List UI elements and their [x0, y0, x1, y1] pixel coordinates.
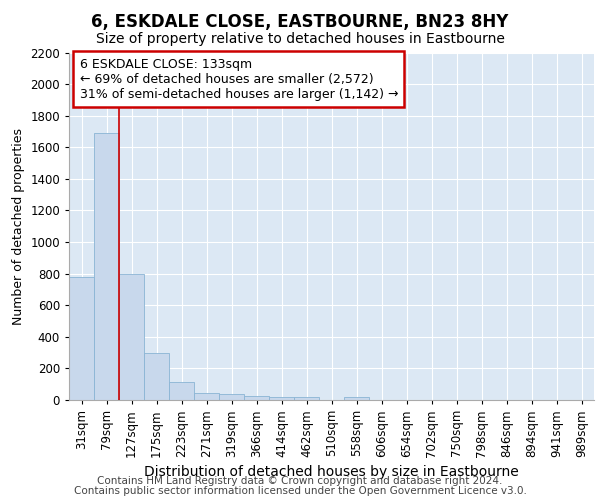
Bar [69, 277, 94, 400]
Y-axis label: Number of detached properties: Number of detached properties [11, 128, 25, 325]
Text: Contains HM Land Registry data © Crown copyright and database right 2024.: Contains HM Land Registry data © Crown c… [97, 476, 503, 486]
Bar [269, 396, 294, 400]
Bar [294, 396, 319, 400]
Bar [219, 394, 244, 400]
X-axis label: Distribution of detached houses by size in Eastbourne: Distribution of detached houses by size … [144, 465, 519, 479]
Bar [94, 133, 119, 400]
Text: 6, ESKDALE CLOSE, EASTBOURNE, BN23 8HY: 6, ESKDALE CLOSE, EASTBOURNE, BN23 8HY [91, 12, 509, 30]
Bar [169, 382, 194, 400]
Bar [144, 352, 169, 400]
Bar [244, 396, 269, 400]
Bar [344, 396, 369, 400]
Text: Contains public sector information licensed under the Open Government Licence v3: Contains public sector information licen… [74, 486, 526, 496]
Text: Size of property relative to detached houses in Eastbourne: Size of property relative to detached ho… [95, 32, 505, 46]
Bar [194, 393, 219, 400]
Bar [119, 274, 144, 400]
Text: 6 ESKDALE CLOSE: 133sqm
← 69% of detached houses are smaller (2,572)
31% of semi: 6 ESKDALE CLOSE: 133sqm ← 69% of detache… [79, 58, 398, 100]
